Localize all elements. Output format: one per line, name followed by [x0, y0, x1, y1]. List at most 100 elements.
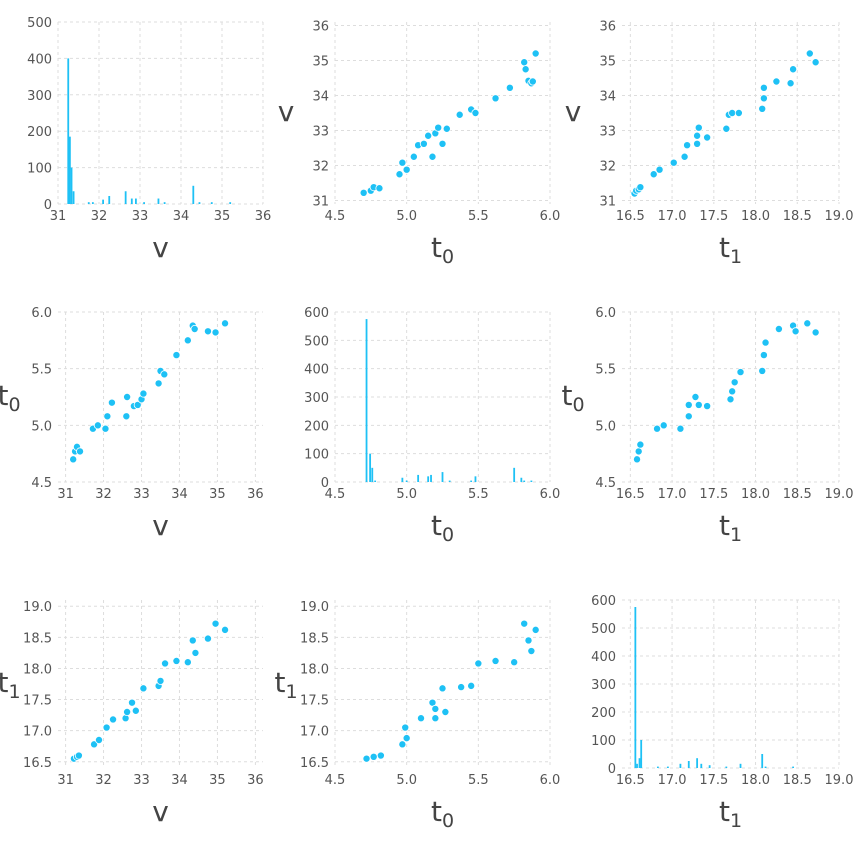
- y-tick-label: 200: [27, 125, 52, 140]
- x-tick-label: 33: [133, 773, 150, 788]
- scatter-point: [183, 658, 192, 667]
- histogram-bar: [520, 477, 523, 482]
- scatter-point: [467, 681, 476, 690]
- histogram-bar: [210, 202, 213, 204]
- x-tick-label: 4.5: [325, 773, 346, 788]
- histogram-bar: [365, 319, 368, 482]
- x-tick-label: 19.0: [825, 773, 854, 788]
- y-tick-label: 19.0: [300, 600, 329, 615]
- scatter-point: [416, 714, 425, 723]
- histogram-bar: [67, 58, 70, 205]
- y-tick-label: 400: [27, 52, 52, 67]
- histogram-bar: [163, 202, 166, 204]
- scatter-point: [431, 714, 440, 723]
- x-tick-label: 31: [57, 487, 74, 502]
- histogram-bar: [198, 202, 201, 204]
- y-tick-label: 33: [312, 125, 329, 140]
- x-tick-label: 17.5: [699, 487, 728, 502]
- x-tick-label: 32: [91, 209, 108, 224]
- y-tick-label: 0: [44, 198, 52, 213]
- histogram-bar: [513, 467, 516, 482]
- scatter-point: [438, 684, 447, 693]
- scatter-point: [457, 683, 466, 692]
- scatter-point: [402, 165, 411, 174]
- scatter-point: [211, 619, 220, 628]
- scatter-point: [655, 165, 664, 174]
- scatter-point: [188, 636, 197, 645]
- scatter-point: [521, 65, 530, 74]
- scatter-point: [676, 424, 685, 433]
- y-tick-label: 200: [591, 706, 616, 721]
- x-axis-label: t0: [431, 795, 454, 832]
- x-axis-label: t0: [431, 509, 454, 546]
- scatter-point: [398, 740, 407, 749]
- scatter-point: [684, 412, 693, 421]
- y-tick-label: 500: [304, 334, 329, 349]
- subplot-r1c2: 16.5 17.0 17.5 18.0 18.5 19.0 4.5 5.0 5.5 6.0 t1 t0: [561, 306, 853, 546]
- scatter-point: [369, 752, 378, 761]
- x-tick-label: 5.5: [468, 209, 489, 224]
- y-tick-label: 17.0: [23, 725, 52, 740]
- y-tick-label: 100: [304, 448, 329, 463]
- scatter-point: [694, 400, 703, 409]
- histogram-bar: [640, 740, 643, 768]
- y-tick-label: 35: [599, 55, 616, 70]
- scatter-point: [419, 139, 428, 148]
- x-axis-label: t0: [431, 231, 454, 268]
- x-tick-label: 33: [133, 487, 150, 502]
- y-axis-label: t1: [274, 666, 297, 703]
- subplot-r0c0: 31 32 33 34 35 36 0 100 200 300 400 500 v: [27, 16, 271, 264]
- scatter-point: [442, 124, 451, 133]
- histogram-bar: [764, 766, 767, 768]
- scatter-point: [398, 158, 407, 167]
- y-tick-label: 18.5: [300, 631, 329, 646]
- subplot-r1c0: 31 32 33 34 35 36 4.5 5.0 5.5 6.0 v t0: [0, 306, 264, 542]
- y-tick-label: 4.5: [31, 476, 52, 491]
- scatter-point: [376, 751, 385, 760]
- y-tick-label: 18.0: [300, 662, 329, 677]
- x-axis-label-subscript: 1: [730, 810, 742, 832]
- scatter-point: [172, 656, 181, 665]
- histogram-bar: [667, 766, 669, 768]
- x-axis-label: t1: [719, 509, 742, 546]
- y-tick-label: 6.0: [595, 306, 616, 321]
- scatter-point: [636, 440, 645, 449]
- scatter-point: [102, 723, 111, 732]
- scatter-point: [221, 319, 230, 328]
- y-tick-label: 400: [591, 650, 616, 665]
- y-tick-label: 300: [304, 391, 329, 406]
- scatter-point: [424, 131, 433, 140]
- scatter-point: [76, 447, 85, 456]
- scatter-point: [123, 708, 132, 717]
- subplot-r2c0: 31 32 33 34 35 36 16.5 17.0 17.5 18.0 18.5 19.0 v t1: [0, 600, 264, 828]
- scatter-point: [109, 715, 118, 724]
- scatter-point: [811, 58, 820, 67]
- x-tick-label: 32: [95, 773, 112, 788]
- scatter-point: [74, 751, 83, 760]
- y-tick-label: 4.5: [595, 476, 616, 491]
- histogram-bar: [192, 185, 195, 204]
- histogram-bar: [102, 199, 104, 204]
- scatter-point: [527, 647, 536, 656]
- y-tick-label: 100: [27, 162, 52, 177]
- scatter-point: [510, 658, 519, 667]
- scatter-point: [531, 625, 540, 634]
- x-tick-label: 5.0: [396, 209, 417, 224]
- y-tick-label: 16.5: [300, 756, 329, 771]
- x-tick-label: 4.5: [325, 487, 346, 502]
- x-tick-label: 16.5: [616, 209, 645, 224]
- histogram-bar: [405, 480, 408, 482]
- y-tick-label: 17.5: [300, 694, 329, 709]
- histogram-bar: [157, 198, 160, 204]
- scatter-point: [183, 336, 192, 345]
- y-axis-label: t0: [0, 379, 21, 416]
- histogram-bar: [739, 763, 742, 768]
- y-tick-label: 300: [27, 89, 52, 104]
- scatter-point: [520, 58, 529, 67]
- y-tick-label: 5.5: [31, 363, 52, 378]
- x-tick-label: 36: [247, 773, 264, 788]
- scatter-point: [156, 676, 165, 685]
- subplot-r0c2: 16.5 17.0 17.5 18.0 18.5 19.0 31 32 33 34 35 36 t1 v: [565, 20, 854, 269]
- y-axis-label: t0: [561, 379, 584, 416]
- x-tick-label: 16.5: [616, 773, 645, 788]
